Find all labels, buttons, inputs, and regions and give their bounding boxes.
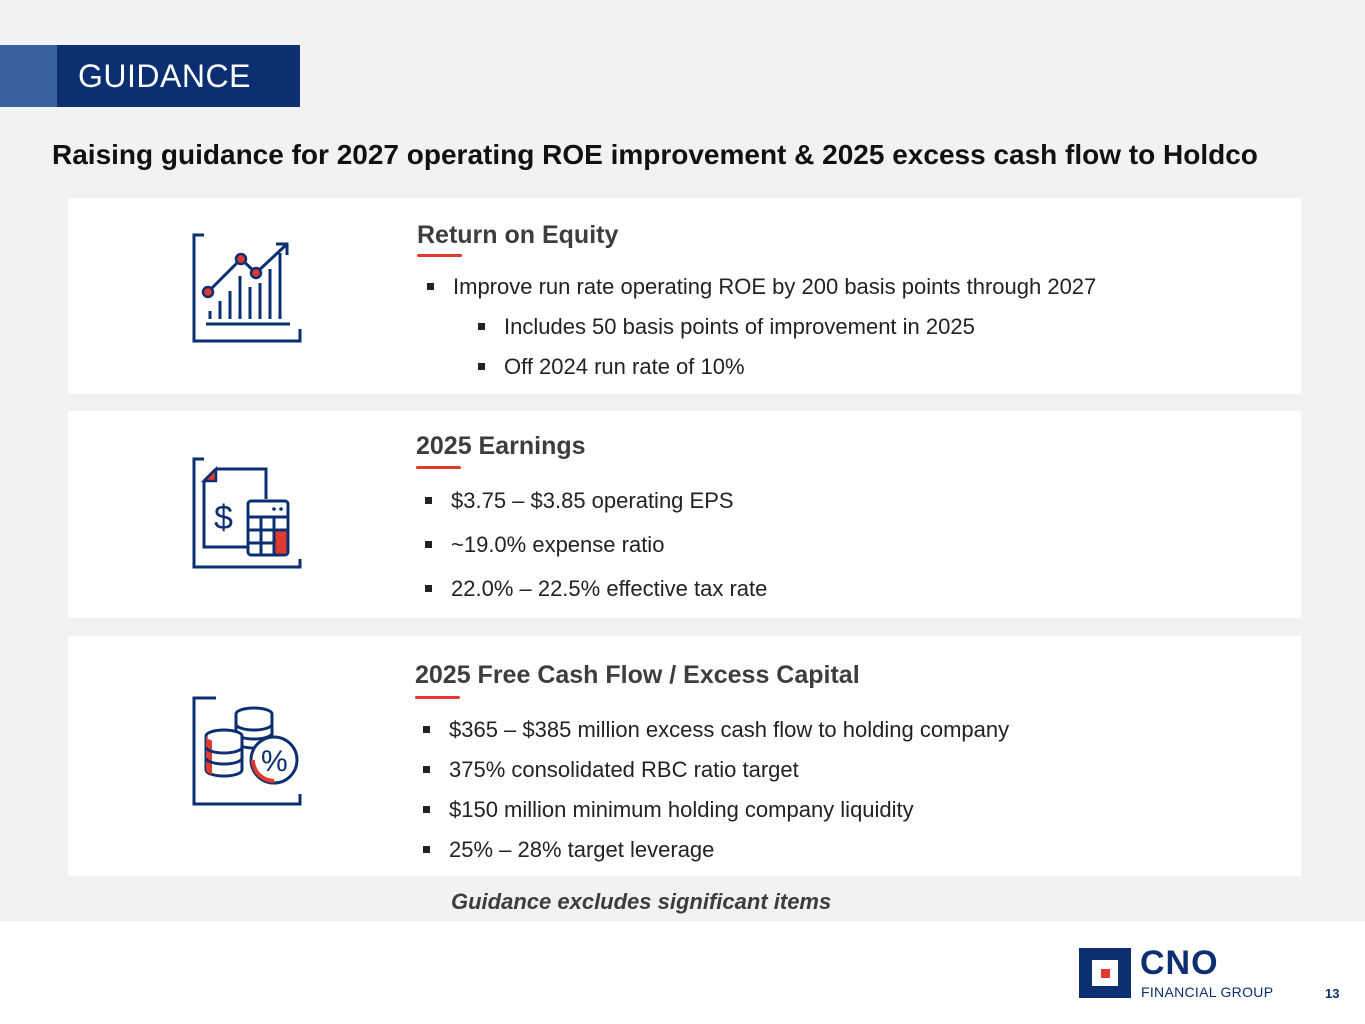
bullet-text: $150 million minimum holding company liq… (449, 797, 914, 822)
bullet-item: $365 – $385 million excess cash flow to … (423, 717, 1009, 743)
card-free-cash-flow: % 2025 Free Cash Flow / Excess Capital $… (68, 636, 1301, 876)
bullet-item: Improve run rate operating ROE by 200 ba… (427, 274, 1096, 300)
bullet-square-icon (425, 496, 432, 504)
bullet-item: 22.0% – 22.5% effective tax rate (425, 576, 767, 602)
svg-text:%: % (261, 745, 288, 778)
card-earnings: $ 2025 Earnings $3.75 – $3.85 operating … (68, 411, 1301, 618)
bullet-square-icon (423, 725, 430, 733)
bullet-square-icon (425, 584, 432, 592)
bullet-item: 375% consolidated RBC ratio target (423, 757, 799, 783)
logo-mark (1079, 948, 1131, 998)
bullet-item: $3.75 – $3.85 operating EPS (425, 488, 734, 514)
title-underline (416, 466, 461, 469)
slide-headline: Raising guidance for 2027 operating ROE … (52, 139, 1258, 170)
card-title: 2025 Free Cash Flow / Excess Capital (415, 661, 860, 689)
coins-percent-icon: % (192, 696, 302, 806)
title-underline (417, 254, 462, 257)
bullet-text: 22.0% – 22.5% effective tax rate (451, 576, 768, 601)
bullet-text: 375% consolidated RBC ratio target (449, 757, 799, 782)
sub-bullet-item: Off 2024 run rate of 10% (478, 354, 745, 380)
section-tab: GUIDANCE (57, 45, 300, 107)
bullet-text: Improve run rate operating ROE by 200 ba… (453, 274, 1097, 299)
bullet-text: $365 – $385 million excess cash flow to … (449, 717, 1010, 742)
bullet-square-icon (425, 540, 432, 548)
sub-bullet-item: Includes 50 basis points of improvement … (478, 314, 975, 340)
bullet-square-icon (478, 322, 485, 330)
bullet-square-icon (423, 845, 430, 853)
bullet-square-icon (427, 282, 434, 290)
bullet-text: ~19.0% expense ratio (451, 532, 665, 557)
logo-subtitle: FINANCIAL GROUP (1141, 984, 1274, 1000)
bullet-item: $150 million minimum holding company liq… (423, 797, 914, 823)
bullet-square-icon (423, 765, 430, 773)
bullet-text: Off 2024 run rate of 10% (504, 354, 745, 379)
title-underline (415, 696, 460, 699)
bullet-item: ~19.0% expense ratio (425, 532, 664, 558)
invoice-calculator-icon: $ (192, 457, 302, 569)
bullet-text: 25% – 28% target leverage (449, 837, 715, 862)
company-logo: CNO FINANCIAL GROUP (1079, 944, 1289, 1000)
logo-wordmark: CNO (1140, 944, 1219, 982)
bullet-square-icon (423, 805, 430, 813)
growth-chart-icon (192, 233, 302, 343)
bullet-text: $3.75 – $3.85 operating EPS (451, 488, 734, 513)
bullet-square-icon (478, 362, 485, 370)
card-return-on-equity: Return on Equity Improve run rate operat… (68, 198, 1301, 394)
card-title: Return on Equity (417, 221, 619, 249)
guidance-footnote: Guidance excludes significant items (451, 889, 832, 914)
bullet-item: 25% – 28% target leverage (423, 837, 714, 863)
section-tab-accent (0, 45, 57, 107)
svg-text:$: $ (214, 499, 233, 537)
page-number: 13 (1325, 986, 1340, 1001)
card-title: 2025 Earnings (416, 432, 586, 460)
bullet-text: Includes 50 basis points of improvement … (504, 314, 975, 339)
